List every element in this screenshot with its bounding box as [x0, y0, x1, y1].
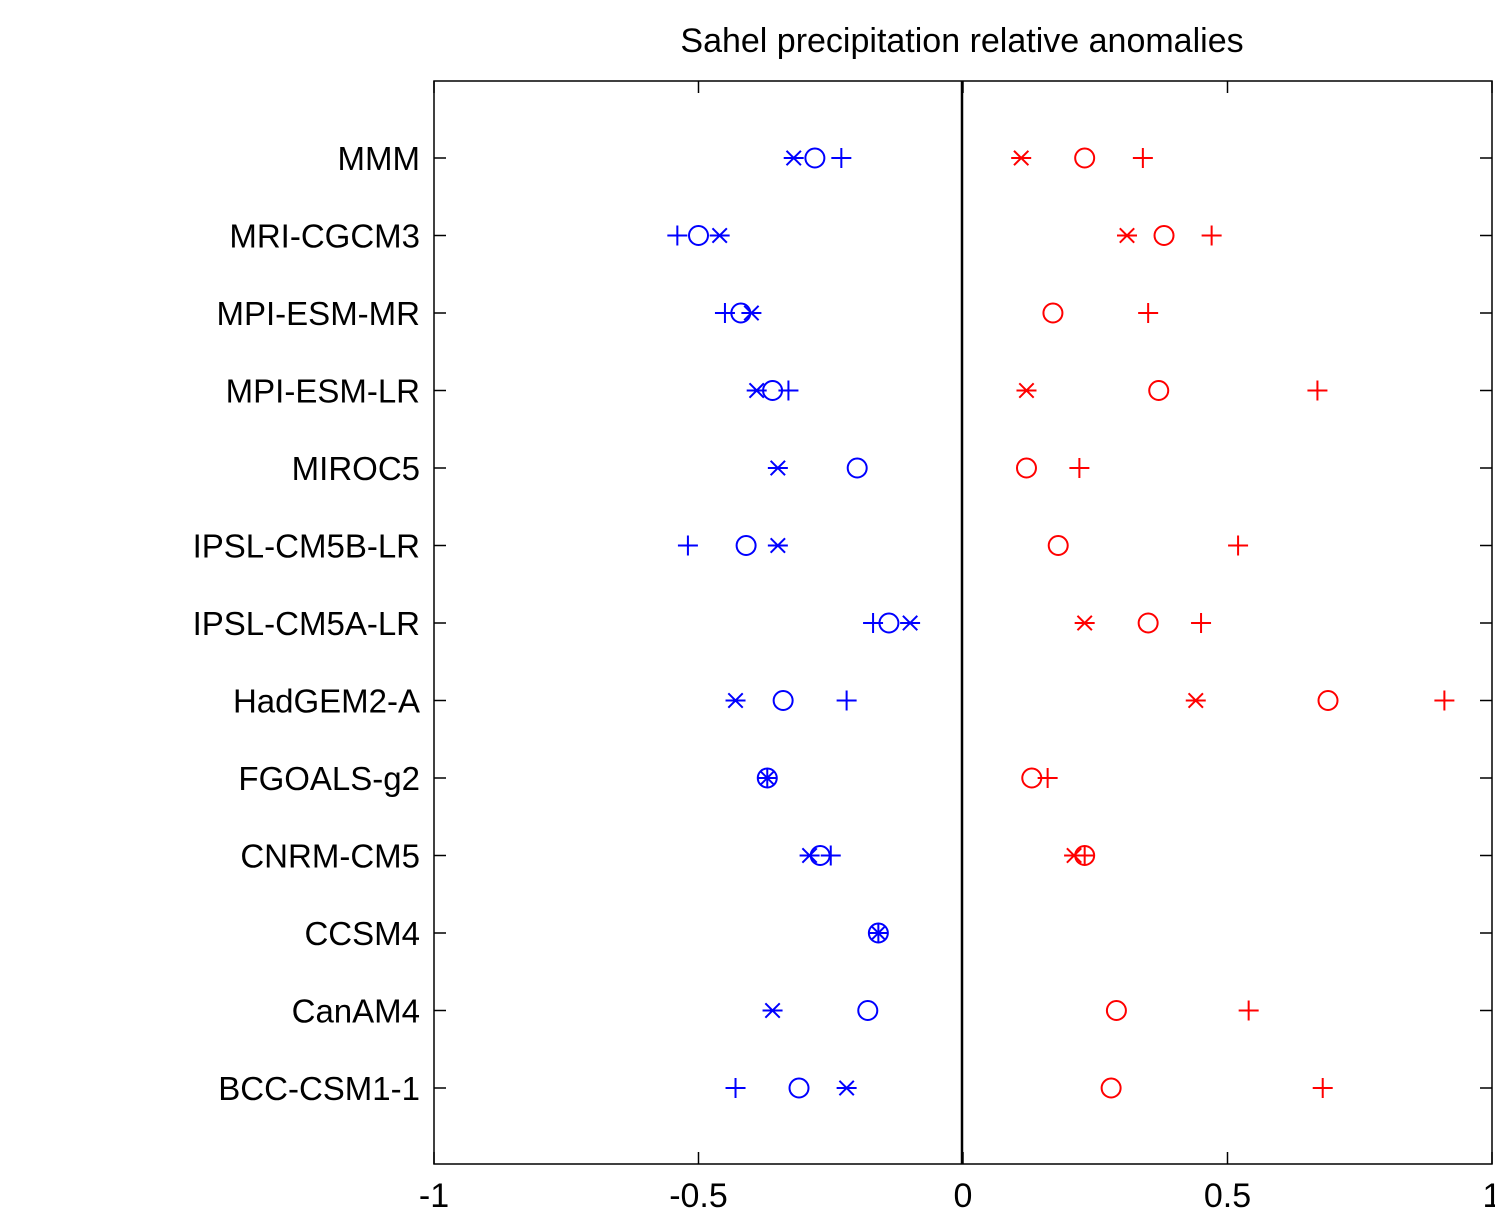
y-tick-label: CNRM-CM5 [240, 838, 420, 875]
plus-marker [778, 380, 799, 401]
y-tick-label: IPSL-CM5A-LR [193, 605, 420, 642]
star-marker [1185, 692, 1206, 709]
star-marker [1016, 382, 1037, 399]
star-marker [762, 1002, 783, 1019]
circle-marker [688, 225, 709, 246]
circle-marker [1042, 302, 1064, 324]
plus-marker [1074, 845, 1095, 866]
circle-marker [1153, 225, 1175, 246]
circle-marker [1100, 1077, 1122, 1099]
plus-marker [1307, 380, 1328, 401]
x-tick-label: -0.5 [669, 1177, 728, 1215]
circle-marker [1015, 457, 1037, 479]
plus-marker [1434, 690, 1455, 711]
y-tick-label: CanAM4 [292, 993, 420, 1030]
star-marker [900, 615, 921, 631]
y-tick-label: HadGEM2-A [233, 683, 420, 720]
y-tick-label: MPI-ESM-LR [226, 373, 420, 410]
circle-marker [846, 457, 868, 479]
y-tick-label: MMM [338, 140, 420, 177]
plus-marker [1037, 768, 1058, 788]
star-marker [709, 227, 730, 244]
data-markers [667, 147, 1455, 1099]
star-marker [725, 692, 746, 709]
axis-ticks: -1 -0.5 0 0.5 1 MMM MRI-CGCM3 MPI-ESM-MR MPI-ESM… [193, 81, 1495, 1215]
plus-marker [831, 148, 852, 168]
plus-marker [1132, 148, 1153, 168]
star-marker [1116, 227, 1137, 244]
plus-marker [1069, 458, 1090, 478]
circle-marker [1137, 612, 1159, 634]
plus-marker [677, 535, 698, 556]
plus-marker [1201, 225, 1222, 246]
x-tick-label: 0 [954, 1177, 973, 1215]
plus-marker [1138, 303, 1159, 323]
plus-marker [1191, 613, 1212, 633]
circle-marker [804, 147, 826, 169]
y-tick-label: CCSM4 [304, 915, 420, 952]
plus-marker [714, 303, 735, 323]
star-marker [783, 150, 804, 166]
y-tick-label: MRI-CGCM3 [229, 218, 420, 255]
circle-marker [1317, 690, 1339, 711]
star-marker [767, 460, 788, 476]
y-tick-label: BCC-CSM1-1 [218, 1070, 420, 1107]
plus-marker [757, 768, 778, 788]
star-marker [1011, 150, 1032, 166]
plus-marker [868, 923, 889, 943]
star-marker [767, 537, 788, 554]
plus-marker [820, 845, 841, 866]
circle-marker [1074, 147, 1096, 169]
plus-marker [1312, 1078, 1333, 1098]
plus-marker [1228, 535, 1249, 556]
x-tick-label: 0.5 [1204, 1177, 1251, 1215]
plus-marker [667, 225, 688, 246]
y-tick-label: FGOALS-g2 [238, 760, 420, 797]
circle-marker [788, 1077, 810, 1099]
circle-marker [1148, 380, 1170, 401]
star-marker [799, 847, 820, 864]
plus-marker [836, 690, 857, 711]
x-tick-label: -1 [419, 1177, 449, 1215]
star-marker [836, 1080, 857, 1096]
y-tick-label: MPI-ESM-MR [217, 295, 420, 332]
circle-marker [772, 690, 794, 711]
y-tick-label: MIROC5 [292, 450, 420, 487]
circle-marker [1105, 1000, 1127, 1021]
x-tick-label: 1 [1483, 1177, 1495, 1215]
circle-marker [735, 535, 757, 556]
plus-marker [1238, 1000, 1259, 1021]
y-tick-label: IPSL-CM5B-LR [193, 528, 420, 565]
circle-marker [857, 1000, 879, 1021]
plus-marker [863, 613, 884, 633]
star-marker [1074, 615, 1095, 631]
chart-title: Sahel precipitation relative anomalies [680, 22, 1243, 60]
plus-marker [725, 1078, 746, 1098]
star-marker [741, 305, 762, 321]
circle-marker [1047, 535, 1069, 556]
